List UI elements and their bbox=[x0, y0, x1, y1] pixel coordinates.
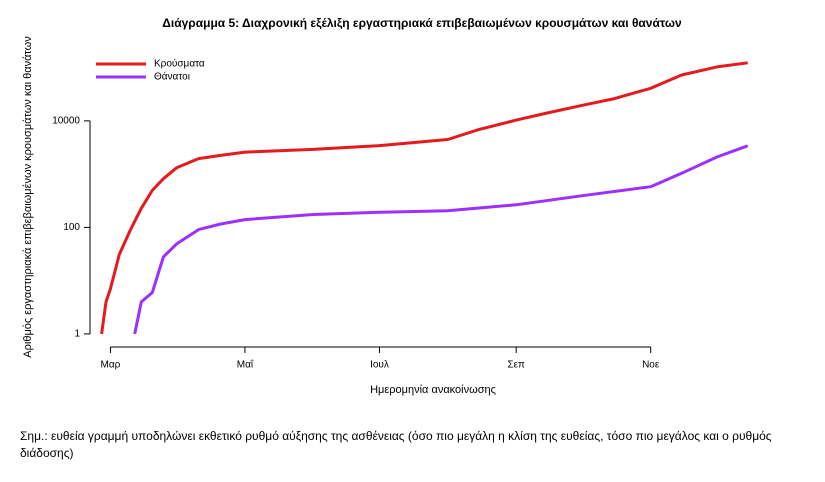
legend-label: Θάνατοι bbox=[154, 71, 190, 83]
note: Σημ.: ευθεία γραμμή υποδηλώνει εκθετικό … bbox=[20, 429, 772, 460]
y-tick-label: 10000 bbox=[52, 116, 80, 127]
series-line bbox=[133, 144, 749, 335]
chart-title: Διάγραμμα 5: Διαχρονική εξέλιξη εργαστηρ… bbox=[162, 16, 682, 30]
x-tick-label: Μαΐ bbox=[237, 359, 254, 371]
x-tick-label: Ιουλ bbox=[370, 360, 389, 371]
x-tick-label: Σεπ bbox=[507, 360, 525, 371]
series-line bbox=[100, 61, 748, 335]
y-tick-label: 1 bbox=[74, 329, 80, 340]
x-tick-label: Νοε bbox=[642, 360, 660, 371]
y-tick-label: 100 bbox=[63, 222, 80, 233]
y-axis-label: Αριθμός εργαστηριακά επιβεβαιωμένων κρου… bbox=[22, 36, 34, 358]
chart: Διάγραμμα 5: Διαχρονική εξέλιξη εργαστηρ… bbox=[22, 16, 749, 396]
legend-label: Κρούσματα bbox=[154, 58, 205, 70]
x-axis-label: Ημερομηνία ανακοίνωσης bbox=[370, 384, 496, 396]
x-tick-label: Μαρ bbox=[101, 360, 121, 371]
